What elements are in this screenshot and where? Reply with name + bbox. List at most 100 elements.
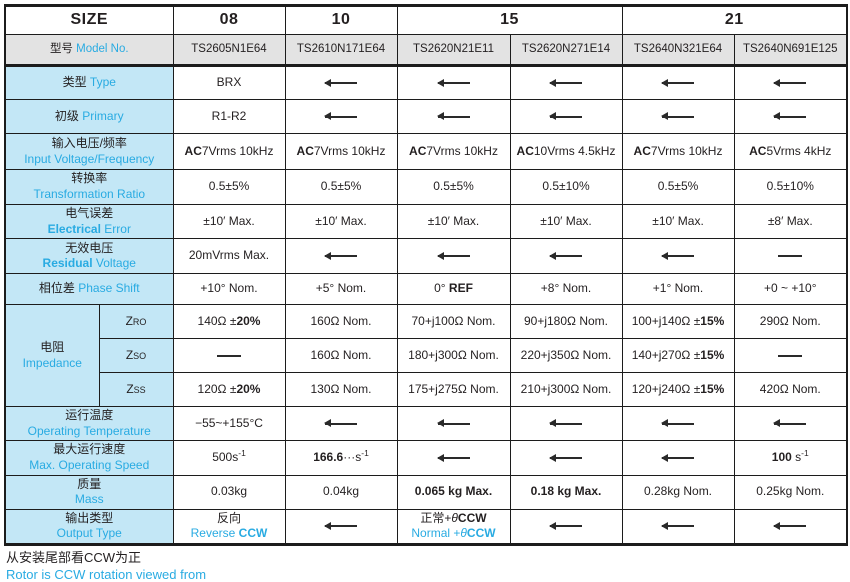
mass-cell-5: 0.25kg Nom. [733, 474, 848, 510]
impedance_zss-cell-5: 420Ω Nom. [733, 372, 848, 408]
max_operating_speed-cell-5: 100 s-1 [733, 440, 848, 476]
impedance_zss-cell-3: 210+j300Ω Nom. [509, 372, 623, 408]
table-row-impedance_zso: ZSO 160Ω Nom. 180+j300Ω Nom. 220+j350Ω Nom.… [5, 338, 848, 374]
ratio-cell-2: 0.5±5% [396, 169, 511, 205]
input_vf-cell-4: AC7Vrms 10kHz [621, 133, 735, 170]
primary-cell-2 [396, 99, 511, 134]
table-row-type: 类型 Type BRX [4, 65, 848, 100]
model-number-0: TS2605N1E64 [172, 34, 286, 67]
model-row-label: 型号 Model No. [4, 34, 174, 67]
output_type-cell-1 [284, 508, 398, 545]
primary-cell-3 [509, 99, 623, 134]
same-as-left-arrow-icon [549, 112, 582, 121]
size-column-15: 15 [396, 5, 623, 35]
primary-cell-5 [733, 99, 848, 134]
same-as-left-arrow-icon [549, 521, 582, 530]
operating_temperature-cell-5 [733, 406, 848, 442]
input_vf-cell-2: AC7Vrms 10kHz [396, 133, 511, 170]
table-row-electrical_error: 电气误差 Electrical Error ±10′ Max. ±10′ Max. ±1… [4, 203, 848, 240]
mass-cell-1: 0.04kg [284, 474, 398, 510]
electrical_error-cell-4: ±10′ Max. [621, 203, 735, 240]
same-as-left-arrow-icon [549, 251, 582, 260]
impedance_zro-cell-0: 140Ω ±20% [172, 304, 286, 340]
ratio-cell-3: 0.5±10% [509, 169, 623, 205]
impedance-group-label: 电阻 Impedance [4, 304, 100, 408]
ratio-cell-4: 0.5±5% [621, 169, 735, 205]
phase_shift-cell-0: +10° Nom. [172, 273, 286, 306]
same-as-left-arrow-icon [661, 521, 695, 530]
operating_temperature-cell-1 [284, 406, 398, 442]
impedance_zro-cell-4: 100+j140Ω ±15% [621, 304, 735, 340]
residual_voltage-cell-2 [396, 238, 511, 275]
input_vf-cell-3: AC10Vrms 4.5kHz [509, 133, 623, 170]
impedance_zso-cell-3: 220+j350Ω Nom. [509, 338, 623, 374]
same-as-left-arrow-icon [436, 419, 470, 428]
model-number-2: TS2620N21E11 [396, 34, 511, 67]
phase_shift-cell-2: 0° REF [396, 273, 511, 306]
impedance_zso-cell-4: 140+j270Ω ±15% [621, 338, 735, 374]
ratio-cell-0: 0.5±5% [172, 169, 286, 205]
size-column-21: 21 [621, 5, 848, 35]
residual_voltage-cell-4 [621, 238, 735, 275]
residual_voltage-cell-5 [733, 238, 848, 275]
operating_temperature-cell-0: −55~+155°C [172, 406, 286, 442]
impedance_zso-sublabel: ZSO [98, 338, 174, 374]
residual_voltage-cell-3 [509, 238, 623, 275]
same-as-left-arrow-icon [661, 112, 695, 121]
same-as-left-arrow-icon [324, 521, 357, 530]
operating_temperature-cell-3 [509, 406, 623, 442]
phase_shift-cell-4: +1° Nom. [621, 273, 735, 306]
same-as-left-arrow-icon [324, 419, 357, 428]
impedance_zro-cell-3: 90+j180Ω Nom. [509, 304, 623, 340]
primary-label: 初级 Primary [4, 99, 174, 134]
output_type-cell-4 [621, 508, 735, 545]
size-column-08: 08 [172, 5, 286, 35]
table-row-impedance_zss: ZSS 120Ω ±20% 130Ω Nom. 175+j275Ω Nom. 210+j… [5, 372, 848, 408]
table-row-input_vf: 输入电压/频率 Input Voltage/Frequency AC7Vrms 10… [4, 133, 848, 170]
mass-cell-2: 0.065 kg Max. [396, 474, 511, 510]
same-as-left-arrow-icon [436, 251, 470, 260]
impedance_zss-cell-1: 130Ω Nom. [284, 372, 398, 408]
max_operating_speed-cell-2 [396, 440, 511, 476]
same-as-left-arrow-icon [436, 78, 470, 87]
max_operating_speed-cell-4 [621, 440, 735, 476]
type-cell-0: BRX [172, 65, 286, 100]
operating_temperature-cell-2 [396, 406, 511, 442]
mass-cell-4: 0.28kg Nom. [621, 474, 735, 510]
same-as-left-arrow-icon [773, 112, 807, 121]
impedance_zss-cell-2: 175+j275Ω Nom. [396, 372, 511, 408]
model-number-5: TS2640N691E125 [733, 34, 848, 67]
not-applicable-dash-icon [778, 255, 803, 258]
mass-cell-0: 0.03kg [172, 474, 286, 510]
impedance_zso-cell-2: 180+j300Ω Nom. [396, 338, 511, 374]
type-cell-5 [733, 65, 848, 100]
mass-label: 质量 Mass [4, 474, 174, 510]
same-as-left-arrow-icon [549, 419, 582, 428]
output_type-cell-2: 正常+θCCW Normal +θCCW [396, 508, 511, 545]
table-row-mass: 质量 Mass 0.03kg 0.04kg 0.065 kg Max. 0.18 kg M… [4, 474, 848, 510]
model-number-1: TS2610N171E64 [284, 34, 398, 67]
primary-cell-4 [621, 99, 735, 134]
impedance_zss-cell-4: 120+j240Ω ±15% [621, 372, 735, 408]
phase_shift-cell-1: +5° Nom. [284, 273, 398, 306]
model-number-row: 型号 Model No. TS2605N1E64 TS2610N171E64 TS26… [4, 34, 848, 67]
same-as-left-arrow-icon [773, 521, 807, 530]
max_operating_speed-cell-0: 500s-1 [172, 440, 286, 476]
electrical_error-label: 电气误差 Electrical Error [4, 203, 174, 240]
specification-table: SIZE 08 10 15 21 型号 Model No. TS2605N1E64 TS261… [4, 4, 849, 546]
electrical_error-cell-5: ±8′ Max. [733, 203, 848, 240]
residual_voltage-label: 无效电压 Residual Voltage [4, 238, 174, 275]
table-row-ratio: 转换率 Transformation Ratio 0.5±5% 0.5±5% 0.5±5… [4, 169, 848, 205]
impedance_zso-cell-0 [172, 338, 286, 374]
footnote: 从安装尾部看CCW为正 Rotor is CCW rotation viewed… [6, 550, 846, 582]
electrical_error-cell-3: ±10′ Max. [509, 203, 623, 240]
ratio-cell-5: 0.5±10% [733, 169, 848, 205]
impedance_zro-cell-2: 70+j100Ω Nom. [396, 304, 511, 340]
phase_shift-label: 相位差 Phase Shift [4, 273, 174, 306]
size-header-row: SIZE 08 10 15 21 [4, 5, 848, 35]
impedance_zro-sublabel: ZRO [98, 304, 174, 340]
max_operating_speed-cell-1: 166.6···s-1 [284, 440, 398, 476]
type-label: 类型 Type [4, 65, 174, 100]
model-number-4: TS2640N321E64 [621, 34, 735, 67]
